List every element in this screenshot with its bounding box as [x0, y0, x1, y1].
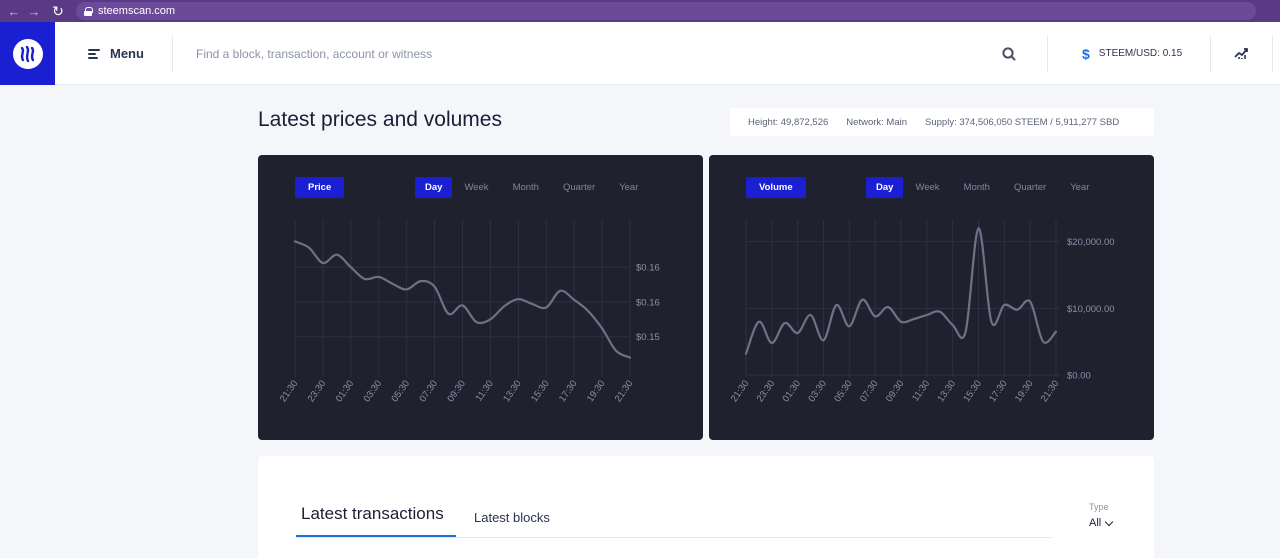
chart-trend-icon[interactable] — [1234, 46, 1250, 60]
x-tick-label: 15:30 — [961, 378, 984, 404]
x-tick-label: 09:30 — [884, 378, 907, 404]
volume-tab-month[interactable]: Month — [963, 182, 990, 193]
x-tick-label: 21:30 — [729, 378, 752, 404]
x-tick-label: 13:30 — [501, 378, 524, 404]
price-badge[interactable]: Price — [295, 177, 345, 198]
hamburger-icon — [88, 48, 100, 59]
price-range-tabs: Day Week Month Quarter Year — [415, 177, 652, 198]
price-tab-day[interactable]: Day — [415, 177, 453, 198]
x-tick-label: 01:30 — [780, 378, 803, 404]
type-filter-value: All — [1089, 517, 1102, 529]
x-tick-label: 23:30 — [306, 378, 329, 404]
x-tick-label: 07:30 — [858, 378, 881, 404]
steem-logo-icon — [12, 38, 43, 69]
stat-supply: Supply: 374,506,050 STEEM / 5,911,277 SB… — [925, 116, 1120, 128]
x-tick-label: 03:30 — [362, 378, 385, 404]
tab-latest-blocks[interactable]: Latest blocks — [474, 510, 550, 525]
volume-chart-panel: $20,000.00 $10,000.00 $0.00 21:30 23:30 01:30… — [709, 155, 1154, 440]
volume-range-tabs: Day Week Month Quarter Year — [866, 177, 1103, 198]
price-tab-week[interactable]: Week — [464, 182, 489, 193]
active-tab-indicator — [296, 535, 456, 537]
x-tick-label: 15:30 — [529, 378, 552, 404]
dollar-icon: $ — [1082, 45, 1090, 62]
y-tick-label: $0.00 — [1067, 371, 1091, 382]
y-tick-label: $10,000.00 — [1067, 304, 1115, 315]
type-filter-select[interactable]: All — [1089, 517, 1114, 529]
series-line[interactable] — [293, 240, 632, 359]
chevron-down-icon — [1104, 517, 1114, 526]
x-tick-label: 21:30 — [613, 378, 636, 404]
menu-button[interactable]: Menu — [88, 22, 144, 85]
steem-logo[interactable] — [0, 22, 55, 85]
menu-label: Menu — [110, 46, 144, 61]
volume-tab-year[interactable]: Year — [1070, 182, 1090, 193]
tab-baseline — [296, 537, 1052, 538]
x-tick-label: 05:30 — [389, 378, 412, 404]
price-tab-year[interactable]: Year — [619, 182, 639, 193]
latest-activity-card: Latest transactions Latest blocks Type A… — [258, 456, 1154, 558]
network-stats: Height: 49,872,526 Network: Main Supply:… — [730, 108, 1154, 136]
tab-latest-transactions[interactable]: Latest transactions — [301, 504, 444, 523]
x-tick-label: 01:30 — [334, 378, 357, 404]
price-tab-month[interactable]: Month — [512, 182, 539, 193]
browser-bar: ← → ↻ steemscan.com — [0, 0, 1280, 22]
x-tick-label: 17:30 — [557, 378, 580, 404]
y-tick-label: $0.16 — [636, 263, 660, 274]
price-indicator[interactable]: $ STEEM/USD: 0.15 — [1082, 22, 1182, 85]
x-tick-label: 11:30 — [474, 378, 496, 403]
url-text: steemscan.com — [98, 5, 176, 17]
page-title: Latest prices and volumes — [258, 108, 502, 131]
volume-tab-quarter[interactable]: Quarter — [1013, 182, 1047, 193]
address-bar[interactable]: steemscan.com — [76, 2, 1256, 20]
x-tick-label: 11:30 — [910, 378, 932, 403]
search-icon[interactable] — [1002, 47, 1016, 61]
back-arrow-icon[interactable]: ← — [7, 3, 21, 19]
header-divider — [1210, 36, 1211, 72]
volume-tab-week[interactable]: Week — [915, 182, 940, 193]
x-tick-label: 21:30 — [278, 378, 301, 404]
x-tick-label: 19:30 — [1013, 378, 1036, 404]
y-tick-label: $0.16 — [636, 297, 660, 308]
x-tick-label: 21:30 — [1039, 378, 1062, 404]
site-header: Menu $ STEEM/USD: 0.15 — [0, 22, 1280, 85]
search-input[interactable] — [196, 42, 986, 66]
price-chart-panel: $0.16 $0.16 $0.15 21:30 23:30 01:30 03:30 05:30… — [258, 155, 703, 440]
stat-height: Height: 49,872,526 — [748, 116, 829, 128]
series-line[interactable] — [744, 227, 1058, 355]
reload-icon[interactable]: ↻ — [52, 2, 64, 19]
x-tick-label: 07:30 — [417, 378, 440, 404]
lock-icon — [84, 6, 93, 16]
y-tick-label: $0.15 — [636, 332, 660, 343]
volume-badge[interactable]: Volume — [746, 177, 806, 198]
x-tick-label: 13:30 — [935, 378, 958, 404]
price-text: STEEM/USD: 0.15 — [1098, 48, 1183, 59]
price-tab-quarter[interactable]: Quarter — [562, 182, 596, 193]
x-tick-label: 17:30 — [987, 378, 1010, 404]
y-tick-label: $20,000.00 — [1067, 237, 1115, 248]
forward-arrow-icon[interactable]: → — [27, 3, 41, 19]
type-filter-label: Type — [1089, 502, 1109, 512]
header-divider — [172, 36, 173, 72]
stat-network: Network: Main — [846, 116, 908, 128]
header-divider — [1047, 36, 1048, 72]
x-tick-label: 23:30 — [755, 378, 778, 404]
x-tick-label: 19:30 — [585, 378, 608, 404]
x-tick-label: 09:30 — [445, 378, 468, 404]
x-tick-label: 03:30 — [806, 378, 829, 404]
header-divider — [1272, 36, 1273, 72]
x-tick-label: 05:30 — [832, 378, 855, 404]
volume-tab-day[interactable]: Day — [866, 177, 904, 198]
